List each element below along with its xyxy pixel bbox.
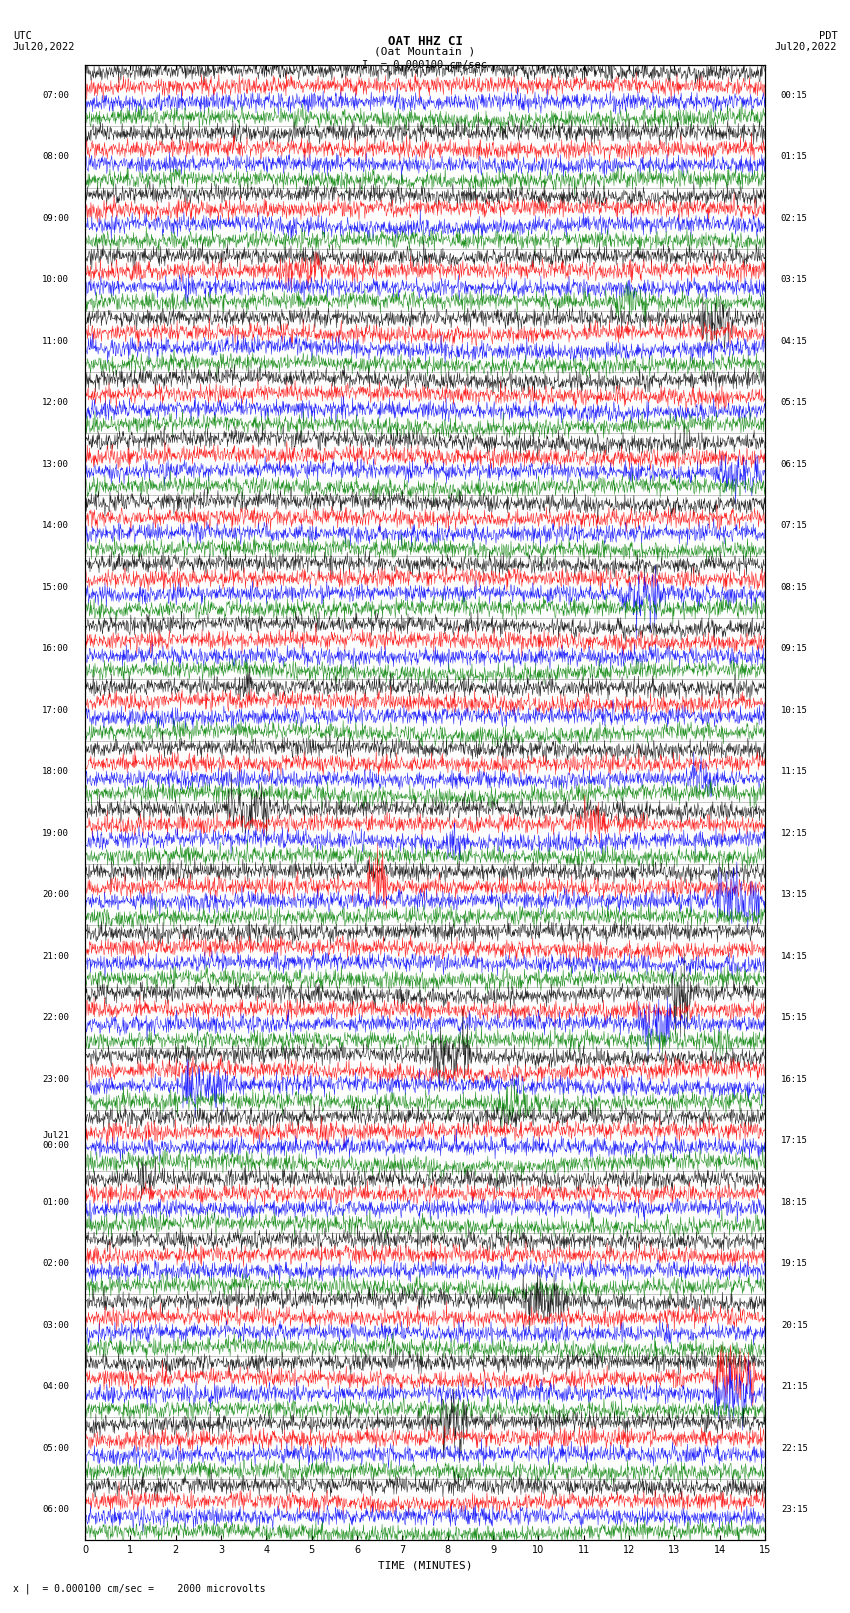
Text: 12:15: 12:15 xyxy=(781,829,807,837)
Text: 10:15: 10:15 xyxy=(781,706,807,715)
Text: 13:00: 13:00 xyxy=(42,460,69,469)
Text: 08:00: 08:00 xyxy=(42,152,69,161)
Text: OAT HHZ CI: OAT HHZ CI xyxy=(388,35,462,48)
Text: 02:00: 02:00 xyxy=(42,1260,69,1268)
Text: 14:15: 14:15 xyxy=(781,952,807,961)
Text: 16:15: 16:15 xyxy=(781,1074,807,1084)
Text: 20:00: 20:00 xyxy=(42,890,69,898)
Text: 04:15: 04:15 xyxy=(781,337,807,345)
X-axis label: TIME (MINUTES): TIME (MINUTES) xyxy=(377,1561,473,1571)
Text: 01:00: 01:00 xyxy=(42,1198,69,1207)
Text: x |  = 0.000100 cm/sec =    2000 microvolts: x | = 0.000100 cm/sec = 2000 microvolts xyxy=(13,1582,265,1594)
Text: 18:15: 18:15 xyxy=(781,1198,807,1207)
Text: 15:00: 15:00 xyxy=(42,582,69,592)
Text: 00:15: 00:15 xyxy=(781,90,807,100)
Text: 12:00: 12:00 xyxy=(42,398,69,406)
Text: 14:00: 14:00 xyxy=(42,521,69,531)
Text: 06:15: 06:15 xyxy=(781,460,807,469)
Text: 22:15: 22:15 xyxy=(781,1444,807,1453)
Text: 03:00: 03:00 xyxy=(42,1321,69,1329)
Text: 07:15: 07:15 xyxy=(781,521,807,531)
Text: Jul21
00:00: Jul21 00:00 xyxy=(42,1131,69,1150)
Text: Jul20,2022: Jul20,2022 xyxy=(13,42,76,52)
Text: 10:00: 10:00 xyxy=(42,276,69,284)
Text: 05:15: 05:15 xyxy=(781,398,807,406)
Text: 11:00: 11:00 xyxy=(42,337,69,345)
Text: 07:00: 07:00 xyxy=(42,90,69,100)
Text: 03:15: 03:15 xyxy=(781,276,807,284)
Text: 09:15: 09:15 xyxy=(781,644,807,653)
Text: 17:15: 17:15 xyxy=(781,1136,807,1145)
Text: 21:15: 21:15 xyxy=(781,1382,807,1390)
Text: 19:00: 19:00 xyxy=(42,829,69,837)
Text: 02:15: 02:15 xyxy=(781,215,807,223)
Text: 06:00: 06:00 xyxy=(42,1505,69,1515)
Text: I  = 0.000100 cm/sec: I = 0.000100 cm/sec xyxy=(362,60,488,69)
Text: 08:15: 08:15 xyxy=(781,582,807,592)
Text: 21:00: 21:00 xyxy=(42,952,69,961)
Text: 09:00: 09:00 xyxy=(42,215,69,223)
Text: Jul20,2022: Jul20,2022 xyxy=(774,42,837,52)
Text: 01:15: 01:15 xyxy=(781,152,807,161)
Text: 22:00: 22:00 xyxy=(42,1013,69,1023)
Text: 16:00: 16:00 xyxy=(42,644,69,653)
Text: 18:00: 18:00 xyxy=(42,768,69,776)
Text: 05:00: 05:00 xyxy=(42,1444,69,1453)
Text: 13:15: 13:15 xyxy=(781,890,807,898)
Text: 20:15: 20:15 xyxy=(781,1321,807,1329)
Text: (Oat Mountain ): (Oat Mountain ) xyxy=(374,47,476,56)
Text: 04:00: 04:00 xyxy=(42,1382,69,1390)
Text: 17:00: 17:00 xyxy=(42,706,69,715)
Text: PDT: PDT xyxy=(819,31,837,40)
Text: 15:15: 15:15 xyxy=(781,1013,807,1023)
Text: UTC: UTC xyxy=(13,31,31,40)
Text: 19:15: 19:15 xyxy=(781,1260,807,1268)
Text: 23:15: 23:15 xyxy=(781,1505,807,1515)
Text: 23:00: 23:00 xyxy=(42,1074,69,1084)
Text: 11:15: 11:15 xyxy=(781,768,807,776)
